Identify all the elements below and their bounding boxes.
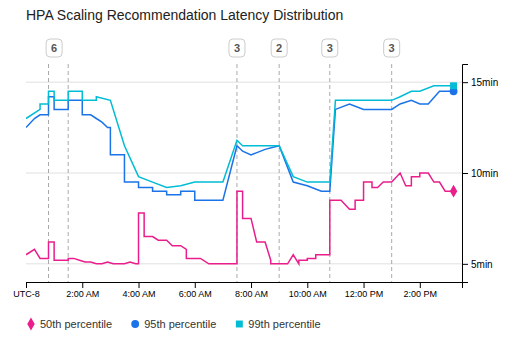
x-tick-mark [26,282,27,288]
x-tick-mark [139,282,140,288]
x-axis: UTC-8 2:00 AM 4:00 AM 6:00 AM 8:00 AM 10:00 A… [13,282,462,299]
x-tick-label: 2:00 AM [66,289,99,299]
series-group [26,82,457,263]
grid-line [26,173,462,174]
annotation-box [229,39,245,57]
y-tick-mark [462,82,468,83]
annotation-label: 3 [389,42,395,54]
end-marker [450,82,457,89]
x-tick: 6:00 AM [179,282,212,299]
y-tick: 10min [462,168,498,179]
legend-symbol [27,318,34,331]
series-line [26,173,454,264]
plot: UTC-8 2:00 AM 4:00 AM 6:00 AM 8:00 AM 10:00 A… [13,64,498,299]
x-tick-label: 8:00 AM [235,289,268,299]
legend-symbol [236,321,243,328]
annotations: 6 3 2 3 3 [46,39,400,57]
annotation-badge: 3 [322,39,338,57]
x-tick-label: UTC-8 [13,289,40,299]
x-tick-mark [251,282,252,288]
annotation-box [46,39,62,57]
vlines [49,64,392,282]
title: HPA Scaling Recommendation Latency Distr… [26,7,343,23]
x-tick-mark [420,282,421,288]
y-tick-mark [462,173,468,174]
y-axis: 5min 10min 15min [462,65,498,283]
annotation-label: 3 [234,42,240,54]
y-tick-label: 10min [471,168,498,179]
series-line [26,91,454,200]
x-tick-label: 4:00 AM [123,289,156,299]
x-tick-mark [364,282,365,288]
annotation-badge: 6 [46,39,62,57]
x-tick: 10:00 AM [289,282,327,299]
chart: HPA Scaling Recommendation Latency Distr… [0,0,512,338]
y-tick: 5min [462,259,493,270]
legend-item: 99th percentile [236,318,321,330]
x-tick: 2:00 PM [404,282,438,299]
legend-item: 50th percentile [27,318,112,331]
y-axis-line [463,65,469,283]
legend-label: 50th percentile [40,318,112,330]
annotation-badge: 3 [384,39,400,57]
y-tick-label: 5min [471,259,493,270]
legend-symbol [131,320,139,328]
vline [391,64,392,282]
annotation-box [271,39,287,57]
grid-line [26,82,462,83]
x-tick: 4:00 AM [123,282,156,299]
x-axis-line [27,283,463,289]
annotation-label: 2 [276,42,282,54]
x-tick: 8:00 AM [235,282,268,299]
annotation-badge: 3 [229,39,245,57]
series-line [26,86,454,188]
legend-label: 95th percentile [144,318,216,330]
y-tick-label: 15min [471,77,498,88]
x-tick-label: 2:00 PM [404,289,438,299]
annotation-label: 3 [327,42,333,54]
legend-item: 95th percentile [131,318,216,330]
annotation-box [384,39,400,57]
annotation-label: 6 [51,42,57,54]
y-tick: 15min [462,77,498,88]
legend: 50th percentile 95th percentile 99th perce… [27,318,320,331]
x-tick-label: 6:00 AM [179,289,212,299]
grid-line [26,263,462,264]
end-marker [450,185,457,198]
x-tick-mark [307,282,308,288]
x-tick-mark [195,282,196,288]
annotation-badge: 2 [271,39,287,57]
grid [26,82,462,264]
y-tick-mark [462,264,468,265]
x-tick: UTC-8 [13,282,40,299]
x-tick-label: 12:00 PM [345,289,384,299]
legend-label: 99th percentile [248,318,320,330]
x-tick: 12:00 PM [345,282,384,299]
x-tick: 2:00 AM [66,282,99,299]
x-tick-label: 10:00 AM [289,289,327,299]
x-tick-mark [82,282,83,288]
vline [279,64,280,282]
annotation-box [322,39,338,57]
